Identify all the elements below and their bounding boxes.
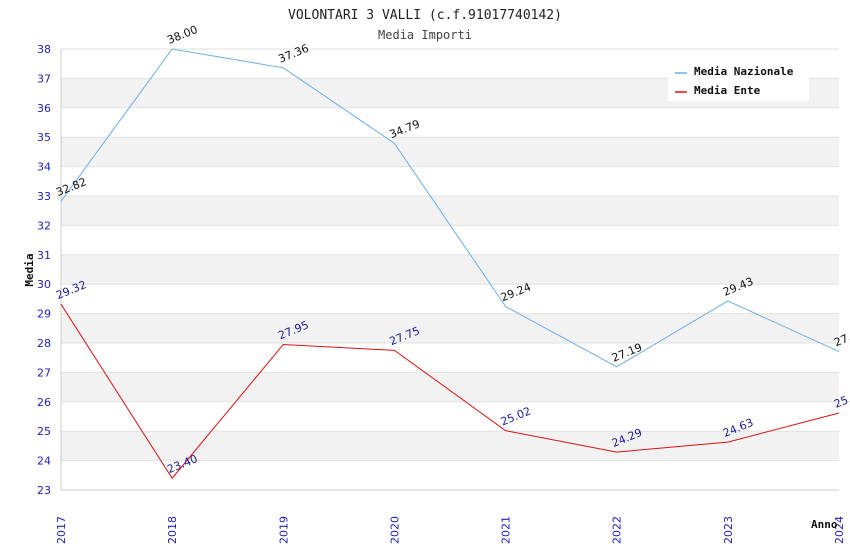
data-label: 25.02 [499,405,533,429]
grid-band [61,137,839,167]
legend-label-media-nazionale: Media Nazionale [694,65,794,78]
y-tick-label: 28 [37,337,51,350]
y-tick-label: 33 [37,190,51,203]
grid-band [61,196,839,226]
y-tick-label: 38 [37,43,51,56]
y-axis-label: Media [23,253,36,286]
y-tick-label: 36 [37,102,51,115]
y-tick-label: 24 [37,455,51,468]
grid-band [61,254,839,285]
grid-band [61,313,839,343]
y-axis-ticks: 23 24 25 26 27 28 29 30 31 32 33 34 35 36 37 38 [37,43,51,497]
x-tick-label: 2024 [833,516,846,544]
x-tick-label: 2019 [277,516,290,544]
x-tick-label: 2020 [388,516,401,544]
y-tick-label: 30 [37,278,51,291]
x-axis-label: Anno [811,518,838,531]
series-line-0 [60,48,840,368]
grid-band [61,372,839,402]
y-tick-label: 31 [37,249,51,262]
x-tick-label: 2021 [500,516,513,544]
y-tick-label: 37 [37,72,51,85]
y-tick-label: 23 [37,484,51,497]
x-tick-label: 2023 [722,516,735,544]
data-label: 32.82 [54,175,88,199]
y-tick-label: 29 [37,308,51,321]
plot-frame [60,49,839,491]
legend: Media Nazionale Media Ente [668,60,809,101]
series-line-1 [60,303,840,480]
legend-background [668,60,809,101]
data-label: 37.36 [277,42,311,66]
x-tick-label: 2022 [611,516,624,544]
grid-band [61,431,839,461]
legend-label-media-ente: Media Ente [694,84,761,97]
y-tick-label: 27 [37,366,51,379]
y-tick-label: 26 [37,396,51,409]
y-tick-label: 25 [37,425,51,438]
chart-subtitle: Media Importi [378,28,472,42]
grid-bands [61,48,839,491]
chart-title: VOLONTARI 3 VALLI (c.f.91017740142) [288,8,562,23]
x-tick-label: 2018 [166,516,179,544]
y-tick-label: 32 [37,219,51,232]
data-label: 38.00 [165,23,199,47]
y-tick-label: 35 [37,131,51,144]
y-tick-label: 34 [37,161,51,174]
x-tick-label: 2017 [55,516,68,544]
x-axis-ticks: 2017 2018 2019 2020 2021 2022 2023 2024 [55,516,846,544]
